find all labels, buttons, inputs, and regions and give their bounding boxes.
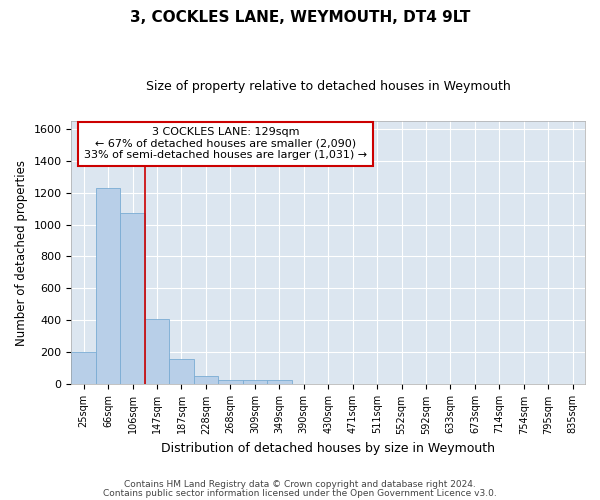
Text: Contains HM Land Registry data © Crown copyright and database right 2024.: Contains HM Land Registry data © Crown c… — [124, 480, 476, 489]
Bar — [267, 380, 292, 384]
Y-axis label: Number of detached properties: Number of detached properties — [15, 160, 28, 346]
Bar — [71, 352, 96, 384]
Bar — [194, 376, 218, 384]
Bar — [218, 380, 242, 384]
Bar — [145, 319, 169, 384]
X-axis label: Distribution of detached houses by size in Weymouth: Distribution of detached houses by size … — [161, 442, 495, 455]
Bar — [121, 212, 145, 384]
Text: 3 COCKLES LANE: 129sqm
← 67% of detached houses are smaller (2,090)
33% of semi-: 3 COCKLES LANE: 129sqm ← 67% of detached… — [84, 127, 367, 160]
Bar — [242, 380, 267, 384]
Text: Contains public sector information licensed under the Open Government Licence v3: Contains public sector information licen… — [103, 489, 497, 498]
Bar — [96, 188, 121, 384]
Text: 3, COCKLES LANE, WEYMOUTH, DT4 9LT: 3, COCKLES LANE, WEYMOUTH, DT4 9LT — [130, 10, 470, 25]
Bar — [169, 359, 194, 384]
Title: Size of property relative to detached houses in Weymouth: Size of property relative to detached ho… — [146, 80, 511, 93]
